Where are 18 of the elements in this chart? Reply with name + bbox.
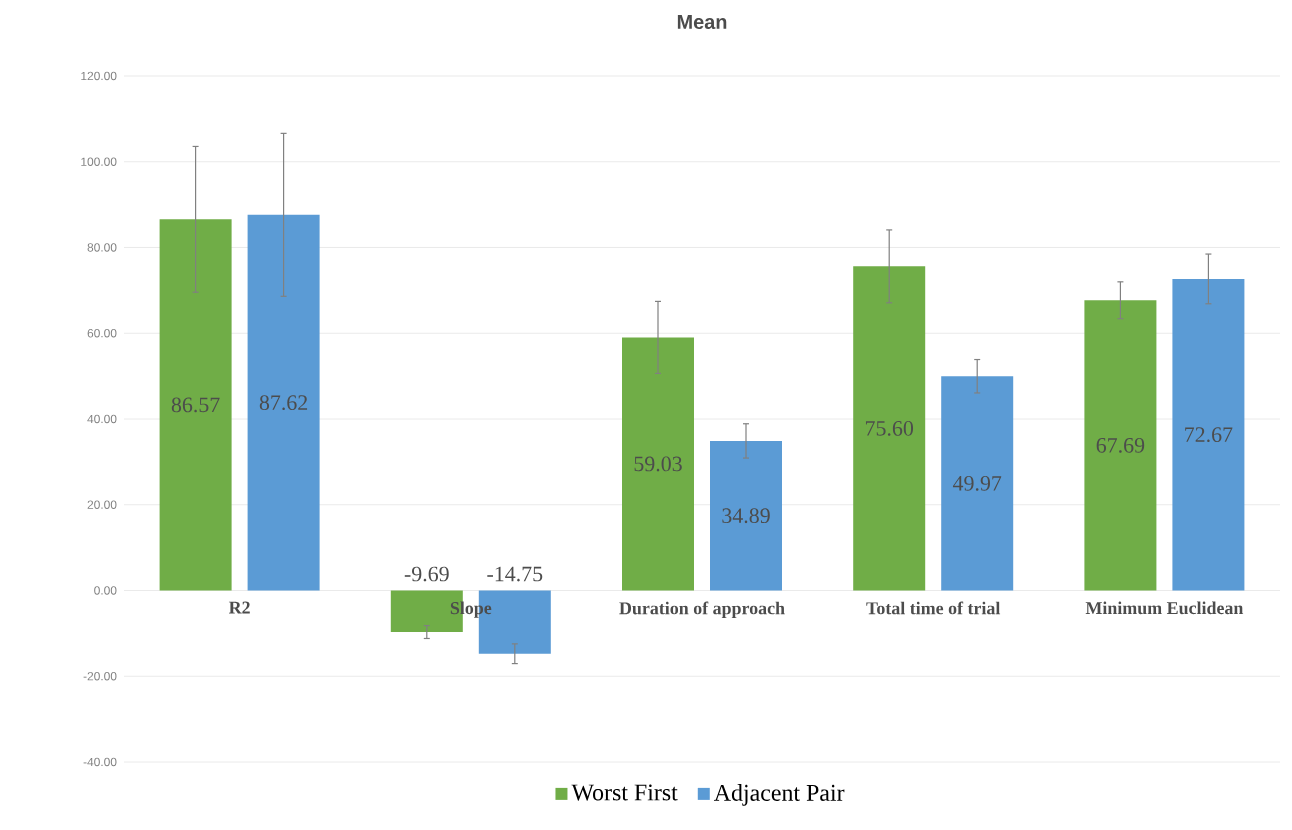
data-label: -9.69: [404, 566, 449, 582]
legend-label: Adjacent Pair: [713, 784, 845, 806]
data-label: 59.03: [634, 456, 682, 472]
data-label: 86.57: [171, 397, 220, 413]
data-label: 49.97: [952, 475, 1002, 491]
data-label: 75.60: [865, 421, 914, 436]
x-tick-label: Total time of trial: [866, 601, 1001, 615]
data-label: 67.69: [1096, 437, 1145, 453]
legend-label: Worst First: [571, 784, 678, 801]
x-tick-label: Slope: [450, 601, 492, 618]
x-tick-label: Duration of approach: [619, 601, 785, 618]
data-label: 34.89: [722, 508, 770, 524]
data-label: -14.75: [487, 566, 543, 582]
chart-title: Mean: [677, 15, 727, 29]
x-tick-label: Minimum Euclidean: [1085, 601, 1244, 615]
x-tick-label: R2: [228, 601, 250, 614]
data-label: 87.62: [259, 395, 308, 411]
data-label: 72.67: [1185, 427, 1233, 443]
